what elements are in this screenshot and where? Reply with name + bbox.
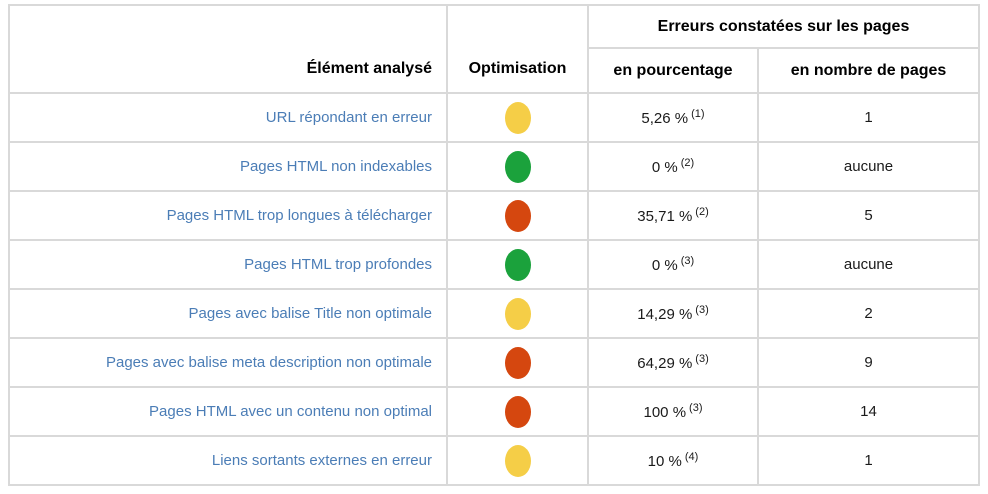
column-header-pourcentage: en pourcentage	[587, 47, 759, 94]
error-percentage-value: 64,29 %	[637, 355, 693, 372]
error-page-count: 1	[757, 435, 980, 486]
status-dot-icon	[504, 199, 531, 232]
status-dot-icon	[504, 150, 531, 183]
row-label-link[interactable]: Liens sortants externes en erreur	[211, 452, 432, 469]
seo-audit-table: Élément analysé Optimisation Erreurs con…	[8, 4, 980, 486]
error-page-count: aucune	[757, 141, 980, 192]
error-percentage-value: 0 %	[651, 159, 678, 176]
row-label-link[interactable]: Pages avec balise Title non optimale	[188, 305, 432, 322]
error-percentage-value: 0 %	[651, 257, 678, 274]
row-label-link[interactable]: Pages HTML trop profondes	[244, 256, 432, 273]
footnote-marker: (3)	[680, 255, 695, 267]
column-header-erreurs-group: Erreurs constatées sur les pages	[587, 4, 980, 49]
status-dot-icon	[504, 297, 531, 330]
error-percentage-value: 5,26 %	[641, 110, 689, 127]
error-percentage-value: 10 %	[647, 453, 682, 470]
table-row: Pages HTML non indexables 0 % (2) aucune	[8, 141, 980, 192]
column-header-nombre-pages: en nombre de pages	[757, 47, 980, 94]
error-percentage-value: 35,71 %	[637, 208, 693, 225]
error-page-count: 9	[757, 337, 980, 388]
row-label-link[interactable]: Pages avec balise meta description non o…	[105, 354, 432, 371]
table-row: Liens sortants externes en erreur 10 % (4…	[8, 435, 980, 486]
status-dot-icon	[504, 248, 531, 281]
table-row: Pages avec balise meta description non o…	[8, 337, 980, 388]
status-dot-icon	[504, 395, 531, 428]
table-row: Pages HTML trop longues à télécharger 35…	[8, 190, 980, 241]
error-page-count: 5	[757, 190, 980, 241]
footnote-marker: (2)	[680, 157, 695, 169]
error-percentage-value: 14,29 %	[637, 306, 693, 323]
header-row-sub: en pourcentage en nombre de pages	[9, 47, 980, 94]
row-label-link[interactable]: Pages HTML avec un contenu non optimal	[149, 403, 432, 420]
footnote-marker: (2)	[695, 206, 709, 218]
table-row: URL répondant en erreur 5,26 % (1) 1	[8, 92, 980, 143]
error-page-count: 14	[757, 386, 980, 437]
status-dot-icon	[504, 444, 531, 477]
footnote-marker: (3)	[695, 304, 709, 316]
error-percentage-value: 100 %	[643, 404, 687, 421]
table-row: Pages avec balise Title non optimale 14,…	[8, 288, 980, 339]
footnote-marker: (1)	[691, 108, 705, 120]
table-row: Pages HTML avec un contenu non optimal 1…	[8, 386, 980, 437]
footnote-marker: (3)	[689, 402, 703, 414]
row-label-link[interactable]: Pages HTML non indexables	[239, 158, 432, 175]
footnote-marker: (4)	[684, 451, 699, 463]
row-label-link[interactable]: Pages HTML trop longues à télécharger	[166, 207, 432, 224]
report-table-container: Élément analysé Optimisation Erreurs con…	[8, 4, 980, 486]
error-page-count: 1	[757, 92, 980, 143]
row-label-link[interactable]: URL répondant en erreur	[265, 109, 432, 126]
column-header-element-analyse: Élément analysé	[8, 4, 448, 94]
status-dot-icon	[504, 346, 531, 379]
footnote-marker: (3)	[695, 353, 709, 365]
header-row-top: Élément analysé Optimisation Erreurs con…	[8, 4, 980, 94]
status-dot-icon	[504, 101, 531, 134]
column-header-optimisation: Optimisation	[446, 4, 589, 94]
error-page-count: aucune	[757, 239, 980, 290]
error-page-count: 2	[757, 288, 980, 339]
table-row: Pages HTML trop profondes 0 % (3) aucune	[8, 239, 980, 290]
